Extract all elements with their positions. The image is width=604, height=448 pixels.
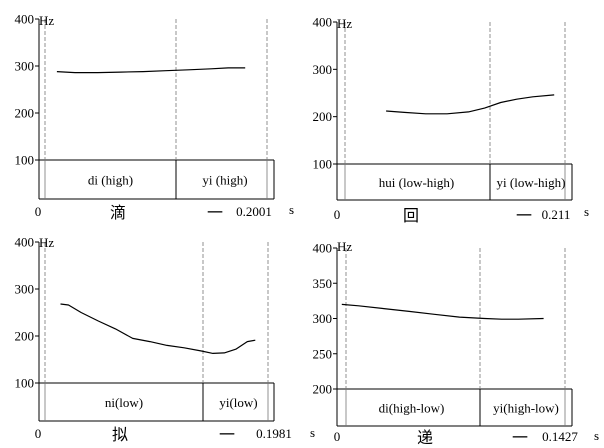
x-tick-label: 0.1981 xyxy=(256,426,292,441)
x-tick-label: 0 xyxy=(35,426,42,441)
y-tick-label: 350 xyxy=(313,276,333,291)
y-tick-label: 100 xyxy=(15,376,35,391)
panel-3: 100 200 300 400 Hz ni(low) yi(low) 拟 一 0 0.1981 s xyxy=(15,235,316,445)
x-tick-label: 0.211 xyxy=(542,207,571,222)
x-tick-label: 0 xyxy=(35,204,42,219)
x-tick-label: 0.1427 xyxy=(542,429,578,444)
y-tick-label: 100 xyxy=(313,157,333,172)
panel-1: 100 200 300 400 Hz di (high) yi (high) 滴 一 0 0.200… xyxy=(15,12,295,223)
y-tick-label: 250 xyxy=(313,346,333,361)
hanzi-label: 一 xyxy=(219,427,235,444)
hanzi-label: 滴 xyxy=(110,204,126,222)
y-tick-label: 400 xyxy=(313,241,333,256)
y-tick-label: 300 xyxy=(15,282,35,297)
y-tick-label: 200 xyxy=(15,106,35,121)
segment-label: ni(low) xyxy=(105,395,143,410)
segment-label: di (high) xyxy=(88,173,133,188)
y-tick-label: 400 xyxy=(15,235,35,250)
x-tick-label: 0 xyxy=(334,207,341,222)
hanzi-label: 一 xyxy=(516,208,532,225)
y-unit-label: Hz xyxy=(39,13,54,28)
hanzi-label: 递 xyxy=(417,429,433,447)
segment-label: yi (high) xyxy=(202,173,247,188)
y-tick-label: 300 xyxy=(313,62,333,77)
x-tick-label: 0 xyxy=(334,429,341,444)
segment-label: yi(high-low) xyxy=(493,401,559,416)
y-tick-label: 200 xyxy=(15,329,35,344)
y-unit-label: Hz xyxy=(337,239,352,254)
y-tick-label: 400 xyxy=(313,15,333,30)
segment-label: hui (low-high) xyxy=(379,175,454,190)
hanzi-label: 拟 xyxy=(112,426,128,444)
hanzi-label: 回 xyxy=(403,208,419,225)
x-unit-label: s xyxy=(289,202,294,217)
x-unit-label: s xyxy=(594,428,599,443)
segment-label: yi (low-high) xyxy=(497,175,566,190)
panel-2: 100 200 300 400 Hz hui (low-high) yi (low-high… xyxy=(313,15,590,226)
y-tick-label: 200 xyxy=(313,109,333,124)
x-tick-label: 0.2001 xyxy=(236,204,272,219)
pitch-contour-line xyxy=(341,303,544,320)
segment-label: yi(low) xyxy=(219,395,257,410)
hanzi-label: 一 xyxy=(512,430,528,447)
y-unit-label: Hz xyxy=(337,16,352,31)
y-tick-label: 300 xyxy=(15,59,35,74)
y-tick-label: 400 xyxy=(15,12,35,27)
pitch-contour-line xyxy=(60,303,256,354)
hanzi-label: 一 xyxy=(207,205,223,222)
panel-4: 200 250 300 350 400 Hz di(high-low) yi(high-low… xyxy=(313,239,600,447)
y-tick-label: 100 xyxy=(15,153,35,168)
y-tick-label: 200 xyxy=(313,382,333,397)
x-unit-label: s xyxy=(584,204,589,219)
y-tick-label: 300 xyxy=(313,311,333,326)
segment-label: di(high-low) xyxy=(379,401,445,416)
x-unit-label: s xyxy=(310,425,315,440)
pitch-contour-line xyxy=(56,67,246,74)
pitch-contour-line xyxy=(386,94,555,115)
y-unit-label: Hz xyxy=(39,235,54,250)
